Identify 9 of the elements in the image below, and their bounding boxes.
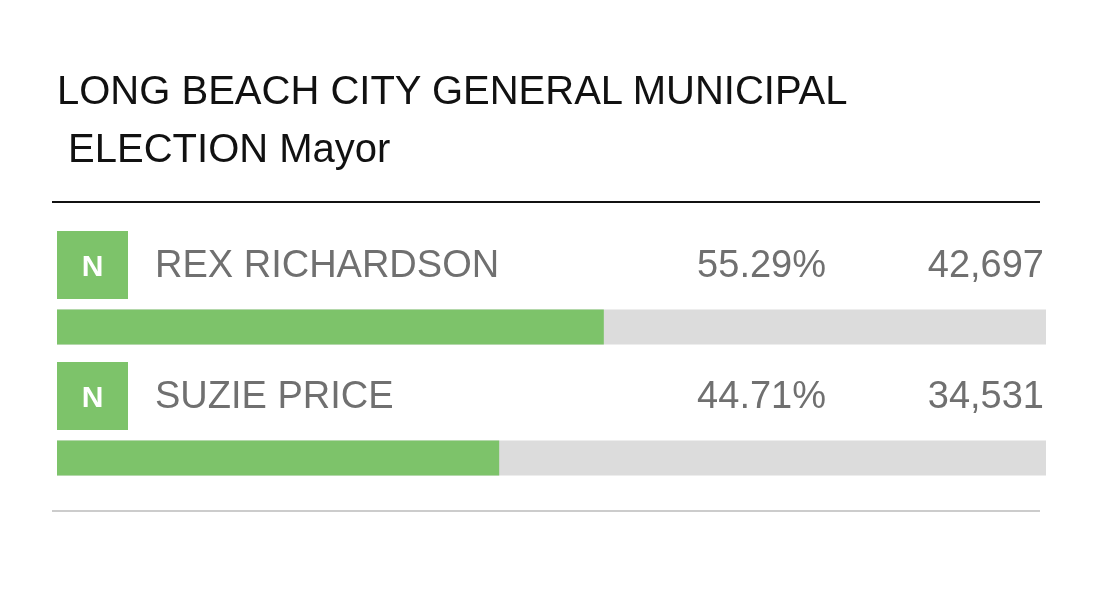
chart-title: LONG BEACH CITY GENERAL MUNICIPAL ELECTION Mayor bbox=[57, 68, 848, 170]
y-tick-label: SUZIE PRICE bbox=[155, 374, 394, 416]
y-tick-label: REX RICHARDSON bbox=[155, 243, 500, 285]
annotation: 42,697 bbox=[927, 243, 1045, 285]
data-label: 55.29% bbox=[697, 243, 827, 285]
annotation: N bbox=[81, 248, 104, 282]
annotation: N bbox=[81, 379, 104, 413]
data-label: 44.71% bbox=[697, 374, 827, 416]
annotation: 34,531 bbox=[927, 374, 1045, 416]
